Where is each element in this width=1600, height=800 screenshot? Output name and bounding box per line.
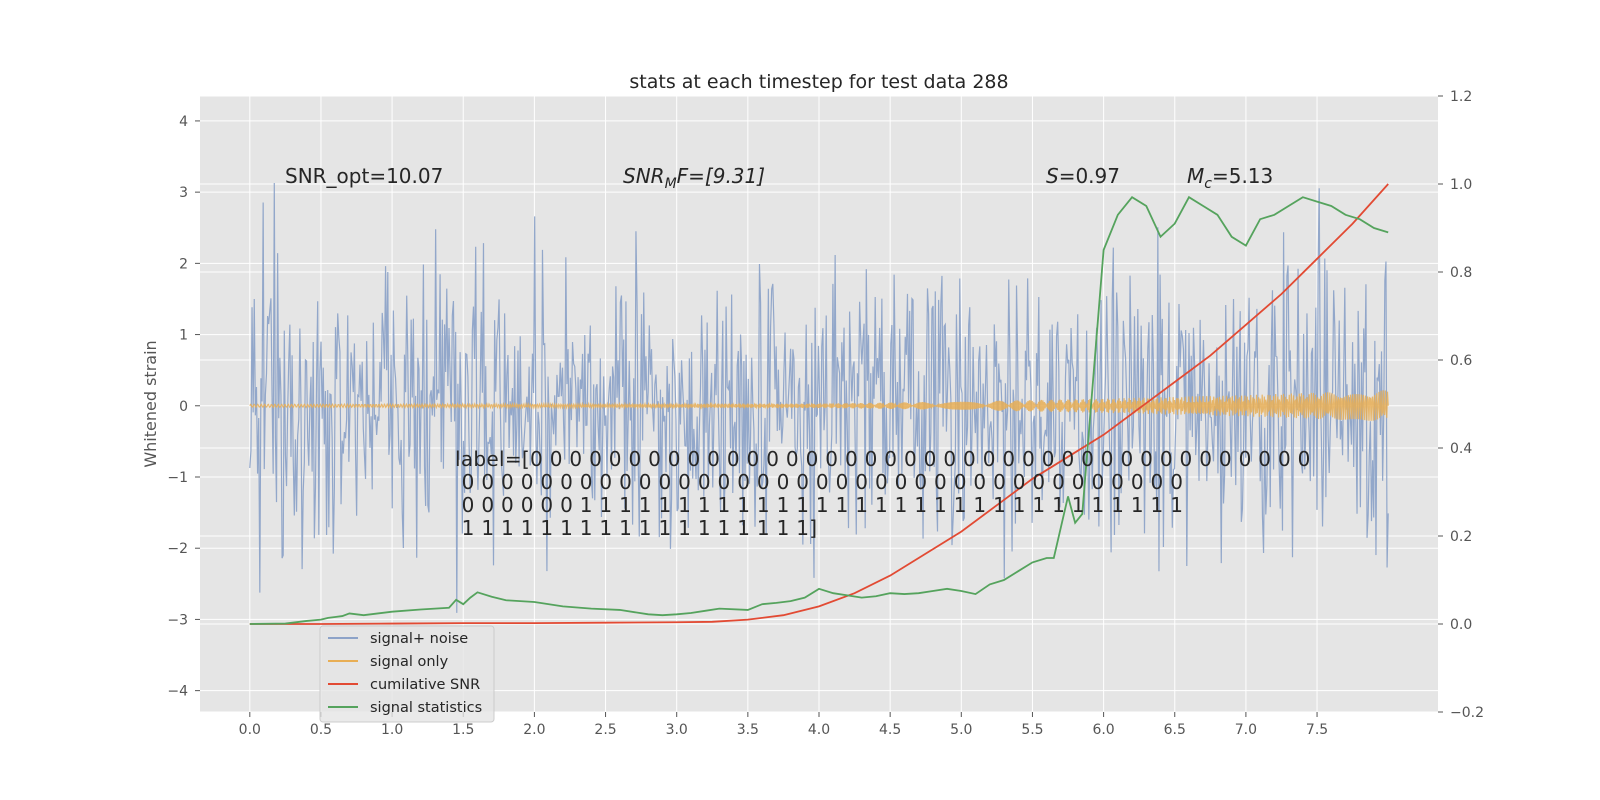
x-tick-label: 3.0: [666, 722, 688, 738]
y-tick-label: −4: [167, 684, 188, 700]
signal-noise-line: [249, 183, 1389, 613]
label-line-3: 0 0 0 0 0 0 1 1 1 1 1 1 1 1 1 1 1 1 1 1 …: [455, 493, 1183, 517]
mc-subscript: c: [1204, 176, 1212, 192]
legend-frame: [319, 625, 495, 723]
y-tick-label: −3: [167, 612, 188, 628]
axis-ticks: 0.0 0.5 1.0 1.5 2.0 2.5 3.0 3.5 4.0 4.5 5.0 5.5 6.0 6…: [167, 89, 1484, 738]
x-tick-label: 1.0: [381, 722, 403, 738]
annotation-label-block: label=[0 0 0 0 0 0 0 0 0 0 0 0 0 0 0 0 0…: [455, 447, 1311, 540]
annotation-snr-mf: SNRMF=[9.31]: [623, 164, 765, 192]
x-tick-label: 3.5: [737, 722, 759, 738]
label-line-2: 0 0 0 0 0 0 0 0 0 0 0 0 0 0 0 0 0 0 0 0 …: [455, 470, 1183, 494]
x-tick-label: 1.5: [452, 722, 474, 738]
y2-tick-label: 0.2: [1450, 529, 1472, 545]
annotation-s: S=0.97: [1046, 164, 1120, 188]
y-tick-label: −2: [167, 541, 188, 557]
cumulative-snr-line: [249, 183, 1389, 625]
x-tick-label: 6.0: [1092, 722, 1114, 738]
y-tick-label: 2: [179, 256, 188, 272]
legend-label-signal-only: signal only: [370, 654, 449, 670]
mc-symbol: M: [1187, 164, 1204, 188]
snr-mf-symbol: SNR: [623, 164, 665, 188]
x-tick-label: 0.5: [310, 722, 332, 738]
y-tick-label: −1: [167, 470, 188, 486]
signal-only-series: [249, 390, 1389, 421]
y-tick-label: 0: [179, 399, 188, 415]
x-tick-label: 5.0: [950, 722, 972, 738]
y2-tick-label: 0.8: [1450, 265, 1472, 281]
legend-label-signal-statistics: signal statistics: [370, 700, 482, 716]
y2-tick-label: −0.2: [1450, 705, 1484, 721]
annotation-mc: Mc=5.13: [1187, 164, 1273, 192]
x-tick-label: 0.0: [239, 722, 261, 738]
snr-mf-subscript: M: [665, 176, 677, 192]
x-tick-label: 6.5: [1164, 722, 1186, 738]
signal-only-line: [249, 390, 1389, 421]
y2-tick-label: 1.0: [1450, 177, 1472, 193]
x-tick-label: 7.0: [1235, 722, 1257, 738]
y2-tick-label: 0.4: [1450, 441, 1472, 457]
x-tick-label: 7.5: [1306, 722, 1328, 738]
signal-noise-series: [249, 183, 1389, 613]
y2-tick-label: 0.0: [1450, 617, 1472, 633]
x-tick-label: 2.5: [594, 722, 616, 738]
right-axis-series: [249, 183, 1389, 625]
y-tick-label: 4: [179, 114, 188, 130]
x-tick-label: 4.5: [879, 722, 901, 738]
chart-title: stats at each timestep for test data 288: [629, 71, 1008, 93]
y-tick-label: 1: [179, 328, 188, 344]
legend-label-cumulative-snr: cumilative SNR: [370, 677, 480, 693]
snr-mf-value: F=[9.31]: [677, 164, 765, 188]
y-axis-label: Whitened strain: [141, 340, 160, 467]
s-value: =0.97: [1059, 164, 1120, 188]
x-tick-label: 5.5: [1021, 722, 1043, 738]
y2-tick-label: 1.2: [1450, 89, 1472, 105]
y2-tick-label: 0.6: [1450, 353, 1472, 369]
x-tick-label: 4.0: [808, 722, 830, 738]
s-symbol: S: [1046, 164, 1059, 188]
label-line-1: label=[0 0 0 0 0 0 0 0 0 0 0 0 0 0 0 0 0…: [455, 447, 1311, 471]
annotation-snr-opt: SNR_opt=10.07: [285, 164, 443, 188]
x-tick-label: 2.0: [523, 722, 545, 738]
signal-statistics-line: [249, 195, 1389, 625]
legend: signal+ noise signal only cumilative SNR…: [319, 625, 495, 723]
legend-label-signal-noise: signal+ noise: [370, 631, 468, 647]
mc-value: =5.13: [1212, 164, 1273, 188]
y-tick-label: 3: [179, 185, 188, 201]
label-line-4: 1 1 1 1 1 1 1 1 1 1 1 1 1 1 1 1 1 1]: [455, 516, 817, 540]
